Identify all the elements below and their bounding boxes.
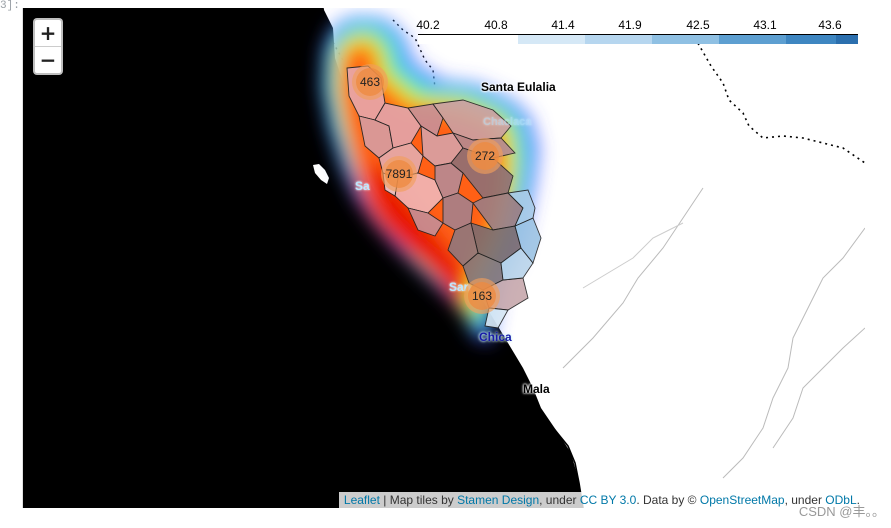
legend-tick: 41.4: [551, 18, 575, 32]
legend-tick: 43.6: [818, 18, 842, 32]
map-container[interactable]: + − 40.2 40.8 41.4 41.9 42.5 43.1 43.6 S…: [22, 8, 865, 508]
thin-road: [722, 227, 865, 479]
cell-prompt: 3]:: [0, 0, 20, 12]
dotted-boundary: [694, 37, 865, 164]
legend-tick: 40.8: [484, 18, 508, 32]
thin-road-3: [772, 327, 865, 449]
cluster-count: 272: [471, 142, 499, 170]
zoom-control: + −: [33, 18, 63, 75]
osm-link[interactable]: OpenStreetMap: [699, 493, 785, 507]
cc-by-link[interactable]: CC BY 3.0: [579, 493, 637, 507]
watermark: CSDN @丰。。: [798, 504, 885, 519]
marker-cluster[interactable]: 272: [467, 138, 503, 174]
map-canvas[interactable]: [23, 8, 865, 508]
zoom-in-button[interactable]: +: [35, 20, 61, 47]
highway: [492, 347, 584, 508]
legend-color-segment: [518, 34, 585, 44]
legend-color-segment: [652, 34, 719, 44]
attribution-text: . Data by ©: [636, 493, 700, 507]
thin-road-4: [582, 222, 684, 289]
place-label-mala: Mala: [523, 382, 550, 396]
attribution-text: .: [856, 493, 860, 507]
attribution-text: | Map tiles by: [379, 493, 458, 507]
legend-ticks: 40.2 40.8 41.4 41.9 42.5 43.1 43.6: [416, 18, 858, 34]
color-scale-legend: 40.2 40.8 41.4 41.9 42.5 43.1 43.6: [416, 18, 858, 58]
cluster-count: 163: [468, 282, 496, 310]
cluster-count: 7891: [385, 160, 413, 188]
legend-tick: 40.2: [416, 18, 440, 32]
place-label-sa: Sa: [355, 179, 370, 193]
legend-tick: 43.1: [753, 18, 777, 32]
cluster-count: 463: [356, 68, 384, 96]
place-label-chica: Chica: [479, 330, 512, 344]
place-label-santa-eulalia: Santa Eulalia: [481, 80, 556, 94]
marker-cluster[interactable]: 463: [352, 64, 388, 100]
legend-color-segment: [719, 34, 786, 44]
legend-color-segment: [836, 34, 858, 44]
attribution-text: , under: [784, 493, 826, 507]
ocean-area: [23, 8, 583, 508]
legend-color-bar: [418, 34, 858, 44]
odbl-link[interactable]: ODbL: [825, 493, 857, 507]
attribution-text: , under: [539, 493, 580, 507]
island: [313, 164, 329, 184]
legend-tick: 42.5: [686, 18, 710, 32]
marker-cluster[interactable]: 7891: [381, 156, 417, 192]
stamen-link[interactable]: Stamen Design: [457, 493, 540, 507]
legend-color-segment: [418, 34, 518, 44]
thin-road-2: [562, 187, 704, 369]
legend-tick: 41.9: [618, 18, 642, 32]
map-attribution: Leaflet | Map tiles by Stamen Design, un…: [338, 492, 865, 508]
legend-color-segment: [585, 34, 652, 44]
zoom-out-button[interactable]: −: [39, 48, 57, 72]
leaflet-link[interactable]: Leaflet: [343, 493, 380, 507]
legend-color-segment: [786, 34, 836, 44]
marker-cluster[interactable]: 163: [464, 278, 500, 314]
place-label-faint: Chaclaca: [483, 116, 532, 128]
legend-axis-line: [418, 34, 858, 35]
